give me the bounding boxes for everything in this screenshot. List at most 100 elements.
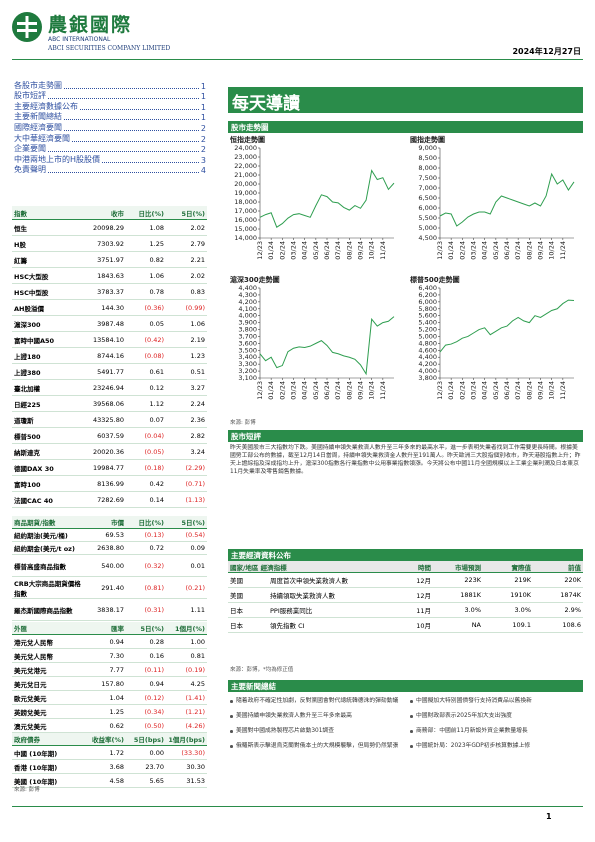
header-cell: 政府債券 xyxy=(14,736,40,744)
y-tick-label: 23,000 xyxy=(234,153,257,161)
cell: 2.82 xyxy=(190,431,205,440)
table-row: 紐約期金(美元/t oz) 2638.80 0.72 0.09 xyxy=(12,542,207,555)
cell: 1.06 xyxy=(190,319,205,328)
price-line xyxy=(439,299,575,353)
cell: 2.79 xyxy=(190,239,205,248)
x-tick-label: 02/24 xyxy=(458,381,466,400)
table-row: 紐約期油(美元/桶) 69.53 (0.13) (0.54) xyxy=(12,529,207,542)
y-tick-label: 18,000 xyxy=(234,198,257,206)
x-tick-label: 09/24 xyxy=(357,241,365,260)
table-row: 富時100 8136.99 0.42 (0.71) xyxy=(12,476,207,492)
y-tick-label: 6,200 xyxy=(418,291,437,299)
table-row: 歐元兌美元 1.04 (0.12) (1.41) xyxy=(12,691,207,705)
header-cell: 國家/地區 經濟指標 xyxy=(230,563,287,572)
cell: 上證380 xyxy=(14,368,41,377)
date: 2024年12月27日 xyxy=(512,47,581,56)
toc-entry: 股市短評 1 xyxy=(14,91,206,101)
news-column: 中國擬加大特別國債發行支持消費品以舊換新 中國財政部表示2025年加大支出強度 商務… xyxy=(410,697,582,757)
table-row: 上證180 8744.16 (0.08) 1.23 xyxy=(12,348,207,364)
news-text: 美國持續申領失業救濟人數升至三年多來最高 xyxy=(236,713,352,719)
cell: 20098.29 xyxy=(92,223,124,232)
x-tick-label: 02/24 xyxy=(278,381,286,400)
table-header: 國家/地區 經濟指標 時間 市場預測 實際值 前值 xyxy=(228,561,583,573)
cell: 日本 xyxy=(230,607,243,615)
cell: 3987.48 xyxy=(97,319,124,328)
x-tick-label: 09/24 xyxy=(357,381,365,400)
cell: 0.94 xyxy=(109,637,124,646)
toc-page: 2 xyxy=(200,134,206,144)
cell: (0.19) xyxy=(185,665,205,674)
cell: 港元兌人民幣 xyxy=(14,638,53,647)
bullet xyxy=(230,700,233,703)
cell: (0.42) xyxy=(144,335,164,344)
cell: 美元兌港元 xyxy=(14,666,47,675)
cell: 2.21 xyxy=(190,255,205,264)
cell: 納斯達克 xyxy=(14,448,40,457)
y-tick-label: 19,000 xyxy=(234,189,257,197)
cell: 4.58 xyxy=(109,776,124,785)
y-tick-label: 4,200 xyxy=(418,360,437,368)
cell: 臺北加權 xyxy=(14,384,40,393)
header-cell: 1個月(%) xyxy=(175,625,205,633)
cell: 12月 xyxy=(416,577,431,585)
cell: HSC大型股 xyxy=(14,272,49,281)
cell: 20020.36 xyxy=(92,447,124,456)
cell: 3751.97 xyxy=(97,255,124,264)
cell: 0.28 xyxy=(149,637,164,646)
x-tick-label: 05/24 xyxy=(492,241,500,260)
econ-table: 國家/地區 經濟指標 時間 市場預測 實際值 前值 美國 周度首次申領失業救濟人數 12月 22… xyxy=(228,561,583,633)
y-tick-label: 4,600 xyxy=(418,346,437,354)
cell: 3.24 xyxy=(190,447,205,456)
company-en: ABCI SECURITIES COMPANY LIMITED xyxy=(48,45,171,52)
toc-page: 1 xyxy=(200,113,206,123)
cell: 11月 xyxy=(416,607,431,615)
cell: 1.11 xyxy=(190,605,205,614)
cell: 美元兌日元 xyxy=(14,680,47,689)
header-cell: 市場預測 xyxy=(455,563,481,572)
cell: 周度首次申領失業救濟人數 xyxy=(270,577,348,585)
cell: 持續領取失業救濟人數 xyxy=(270,592,335,600)
x-tick-label: 08/24 xyxy=(525,381,533,400)
table-row: 法國CAC 40 7282.69 0.14 (1.13) xyxy=(12,492,207,508)
cell: 1.72 xyxy=(109,748,124,757)
y-tick-label: 7,500 xyxy=(418,174,437,182)
toc-title: 主要新聞總結 xyxy=(14,112,62,122)
toc-entry: 企業要聞 2 xyxy=(14,144,206,154)
news-item: 中國財政部表示2025年加大支出強度 xyxy=(410,712,582,720)
y-tick-label: 3,300 xyxy=(238,360,257,368)
cell: (1.41) xyxy=(185,693,205,702)
cell: (0.18) xyxy=(144,463,164,472)
toc-title: 各股市走勢圖 xyxy=(14,80,62,90)
table-row: 標普高盛商品指數 540.00 (0.32) 0.01 xyxy=(12,555,207,577)
cell: 5.65 xyxy=(149,776,164,785)
cell: (0.34) xyxy=(144,707,164,716)
x-tick-label: 08/24 xyxy=(525,241,533,260)
table-row: 恒生 20098.29 1.08 2.02 xyxy=(12,220,207,236)
x-tick-label: 10/24 xyxy=(548,381,556,400)
cell: 2.9% xyxy=(564,606,581,614)
charts: 恒指走勢圖 14,00015,00016,00017,00018,00019,00… xyxy=(229,135,575,400)
cell: (0.50) xyxy=(144,721,164,730)
cell: 法國CAC 40 xyxy=(14,496,53,505)
cell: (0.32) xyxy=(144,561,164,570)
toc-title: 免責聲明 xyxy=(14,165,46,175)
section-bar: 主要新聞總結 xyxy=(228,680,583,692)
cell: 0.01 xyxy=(190,561,205,570)
toc: 各股市走勢圖 1 股市短評 1 主要經濟數據公布 1 主要新聞總結 1 國際經濟要聞 2 大中華經濟… xyxy=(14,80,206,176)
x-tick-label: 06/24 xyxy=(503,241,511,260)
y-tick-label: 5,200 xyxy=(418,326,437,334)
header-cell: 5日(%) xyxy=(181,519,205,527)
y-tick-label: 22,000 xyxy=(234,162,257,170)
bullet xyxy=(410,730,413,733)
cell: 2.24 xyxy=(190,399,205,408)
table-header: 商品期貨/指數 市價 日比(%) 5日(%) xyxy=(12,516,207,529)
news-item: 俄羅斯表示擊退烏克蘭對俄本土的大規模襲擊，但局勢仍然緊張 xyxy=(230,742,400,750)
cell: 13584.10 xyxy=(92,335,124,344)
toc-entry: 大中華經濟要聞 2 xyxy=(14,133,206,144)
cell: 2638.80 xyxy=(97,544,124,552)
toc-title: 中港兩地上市的H股股價 xyxy=(14,154,101,164)
cell: 31.53 xyxy=(186,776,205,785)
cell: 8136.99 xyxy=(97,479,124,488)
cell: 1.23 xyxy=(190,351,205,360)
x-tick-label: 05/24 xyxy=(312,381,320,400)
